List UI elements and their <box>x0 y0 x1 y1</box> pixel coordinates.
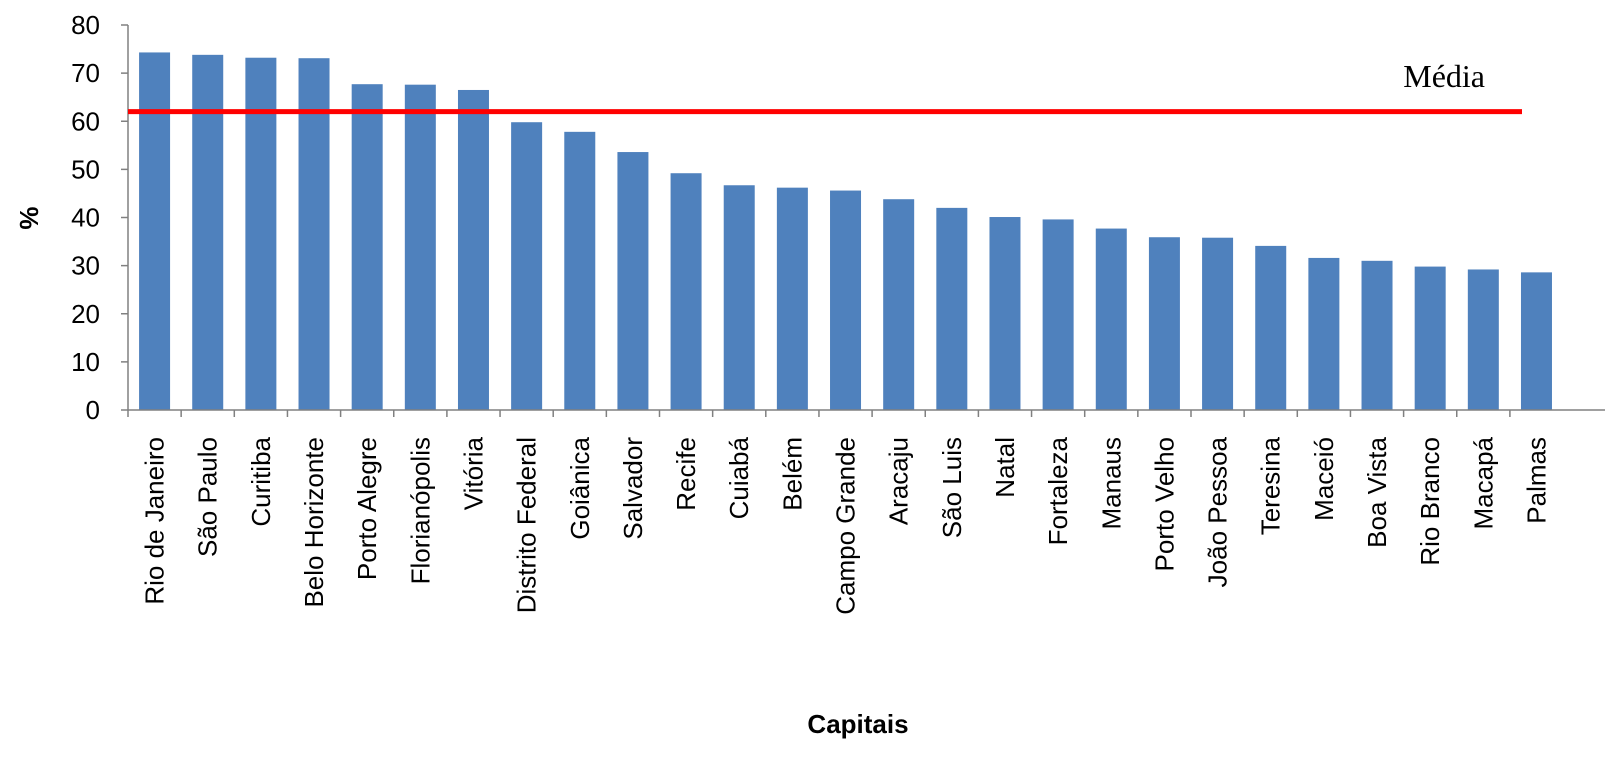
x-tick-label: Manaus <box>1096 437 1126 530</box>
bar <box>1520 272 1552 410</box>
y-tick-label: 50 <box>71 154 100 184</box>
x-tick-label: Natal <box>990 437 1020 498</box>
bar <box>1095 228 1127 410</box>
x-tick-label: Florianópolis <box>405 437 435 584</box>
x-tick-label: Fortaleza <box>1043 436 1073 545</box>
x-tick-label: Campo Grande <box>831 437 861 615</box>
x-tick-label: Teresina <box>1256 436 1286 535</box>
bar <box>883 199 915 410</box>
bar <box>1255 245 1287 410</box>
bar <box>830 190 862 410</box>
bars-group <box>139 52 1552 411</box>
x-tick-label: Rio Branco <box>1415 437 1445 566</box>
x-tick-label: Distrito Federal <box>512 437 542 613</box>
bar <box>1414 266 1446 410</box>
bar <box>457 89 489 410</box>
x-tick-label: Rio de Janeiro <box>140 437 170 605</box>
bar <box>511 122 543 411</box>
bar <box>351 84 383 410</box>
bar <box>298 58 330 411</box>
bar <box>1361 260 1393 410</box>
y-tick-label: 60 <box>71 106 100 136</box>
x-tick-label: Maceió <box>1309 437 1339 521</box>
y-tick-label: 0 <box>86 395 100 425</box>
x-tick-label: Aracaju <box>884 437 914 525</box>
y-tick-label: 10 <box>71 347 100 377</box>
average-line-group: Média <box>128 58 1522 115</box>
bar <box>723 185 755 410</box>
bar <box>1202 237 1234 410</box>
x-tick-label: Belém <box>777 437 807 511</box>
x-tick-label: Vitória <box>458 436 488 510</box>
x-tick-label: Porto Velho <box>1149 437 1179 571</box>
x-tick-label: São Paulo <box>193 437 223 557</box>
bar <box>1467 269 1499 410</box>
x-tick-label: Porto Alegre <box>352 437 382 580</box>
x-tick-label: Recife <box>671 437 701 511</box>
x-tick-label: Palmas <box>1521 437 1551 524</box>
bar <box>564 131 596 410</box>
y-tick-label: 40 <box>71 203 100 233</box>
bar <box>245 57 277 410</box>
y-axis-title: % <box>14 206 44 229</box>
bar <box>192 54 224 411</box>
bar <box>936 207 968 410</box>
bar <box>989 217 1021 410</box>
x-axis-title: Capitais <box>807 709 908 739</box>
x-tick-label: Macapá <box>1468 436 1498 529</box>
x-axis: Rio de Janeiro São Paulo Curitiba Belo Hori… <box>127 409 1605 615</box>
x-tick-label: Belo Horizonte <box>299 437 329 608</box>
y-tick-label: 20 <box>71 299 100 329</box>
bar <box>670 173 702 410</box>
average-line-label: Média <box>1403 58 1485 94</box>
bar <box>139 52 171 411</box>
y-axis: 0 10 20 30 40 50 60 70 80 <box>71 10 129 425</box>
x-tick-label: São Luis <box>937 437 967 538</box>
bar <box>1042 219 1074 410</box>
bar <box>617 152 649 411</box>
bar <box>776 187 808 410</box>
x-tick-label: João Pessoa <box>1203 436 1233 587</box>
x-tick-label: Salvador <box>618 437 648 540</box>
y-tick-label: 30 <box>71 251 100 281</box>
x-tick-label: Cuiabá <box>724 436 754 519</box>
bar <box>404 84 436 411</box>
x-tick-label: Boa Vista <box>1362 436 1392 547</box>
x-tick-label: Goiânica <box>565 436 595 539</box>
bar <box>1148 237 1180 410</box>
y-tick-label: 80 <box>71 10 100 40</box>
bar <box>1308 257 1340 410</box>
x-tick-label: Curitiba <box>246 436 276 526</box>
y-tick-label: 70 <box>71 58 100 88</box>
